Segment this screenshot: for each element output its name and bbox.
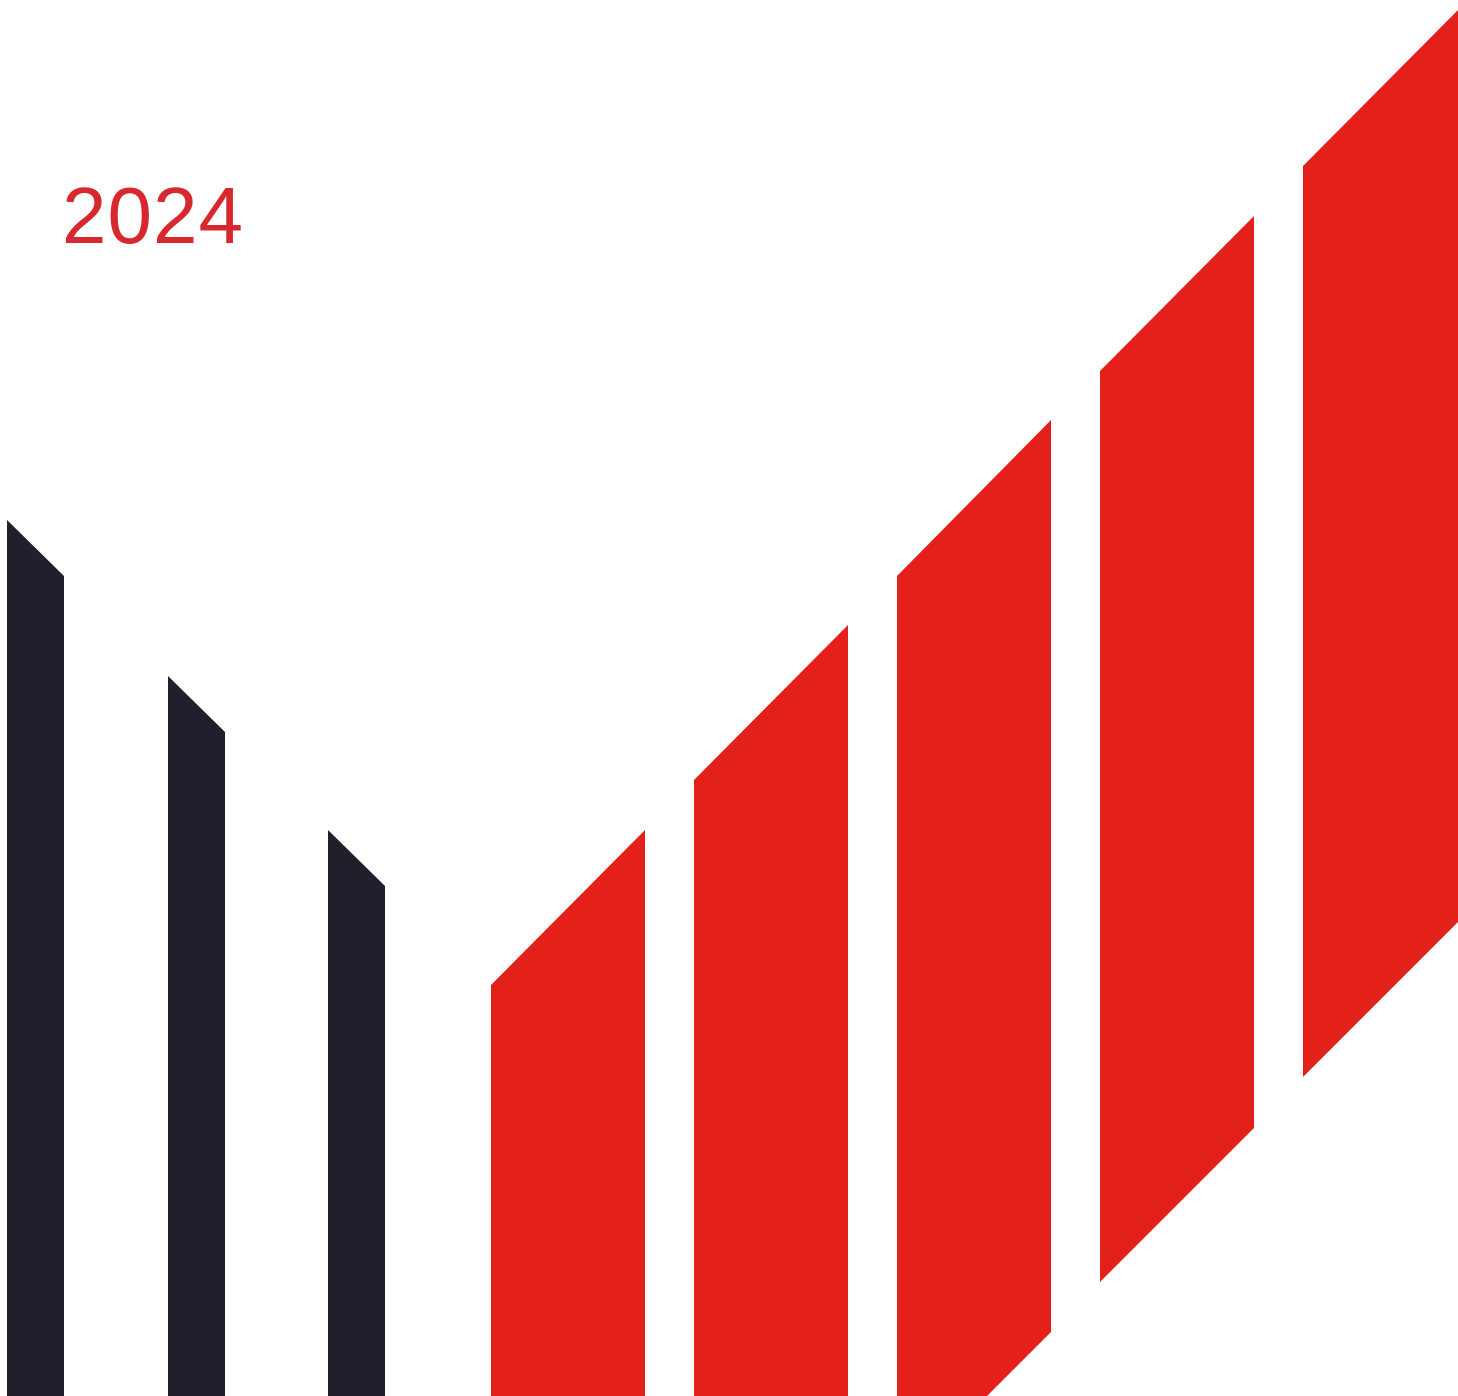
- red-stripe-1: [491, 830, 645, 1396]
- red-stripe-3: [897, 420, 1051, 1396]
- dark-stripe-2: [168, 676, 225, 1396]
- dark-stripe-1: [7, 520, 64, 1396]
- year-label: 2024: [62, 171, 244, 260]
- red-stripe-4: [1100, 216, 1254, 1282]
- red-stripe-2: [694, 625, 848, 1396]
- red-stripe-5: [1303, 10, 1458, 1077]
- dark-stripe-3: [328, 830, 385, 1396]
